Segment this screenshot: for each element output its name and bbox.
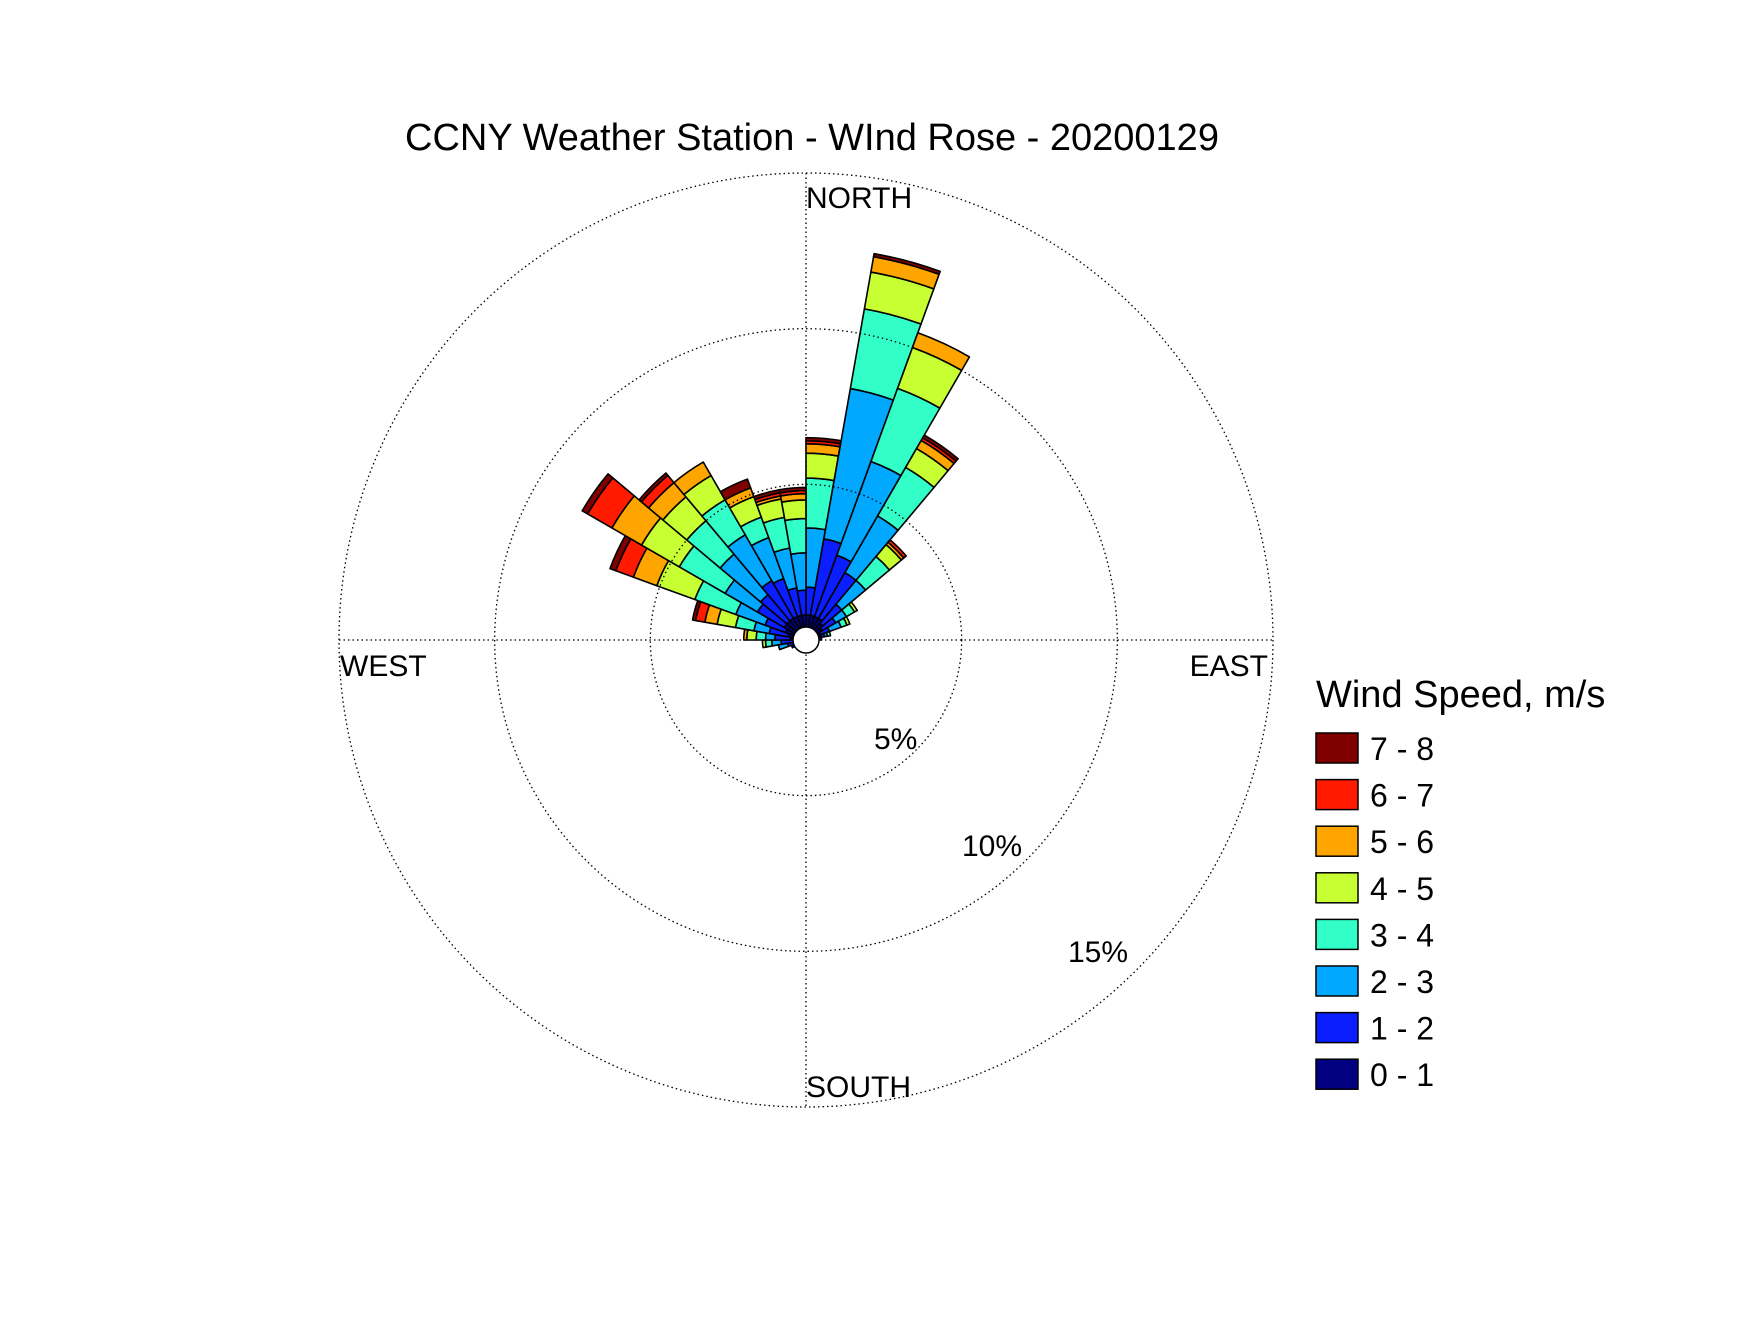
sector-segment xyxy=(842,615,851,626)
sector-segment xyxy=(581,473,614,515)
legend-swatch xyxy=(1315,965,1359,997)
legend-label: 2 - 3 xyxy=(1370,964,1434,1000)
radial-tick-label: 5% xyxy=(874,723,917,756)
sector-segment xyxy=(778,486,807,494)
legend-title: Wind Speed, m/s xyxy=(1316,674,1605,716)
legend-swatch xyxy=(1315,872,1359,904)
legend-label: 3 - 4 xyxy=(1370,917,1434,953)
sector-segment xyxy=(921,434,959,462)
sector-segment xyxy=(638,472,669,503)
legend: Wind Speed, m/s 7 - 8 6 - 7 5 - 6 4 - 5 3 - … xyxy=(1315,674,1605,1093)
label-north: NORTH xyxy=(806,182,912,215)
grid-circle xyxy=(494,328,1118,952)
sector-segment xyxy=(872,252,941,276)
sector-segment xyxy=(848,601,859,613)
legend-label: 5 - 6 xyxy=(1370,824,1434,860)
radial-tick-label: 10% xyxy=(962,830,1022,863)
sector-segment xyxy=(887,539,907,559)
sector-segment xyxy=(780,499,807,522)
sector-segment xyxy=(770,639,783,647)
label-south: SOUTH xyxy=(806,1071,911,1104)
legend-entry: 3 - 4 xyxy=(1315,917,1434,953)
legend-entry: 5 - 6 xyxy=(1315,824,1434,860)
sector-segment xyxy=(761,639,767,649)
legend-swatch xyxy=(1315,732,1359,764)
sector-segment xyxy=(805,452,840,482)
sector-segment xyxy=(742,628,749,641)
legend-label: 7 - 8 xyxy=(1370,731,1434,767)
grid-circle xyxy=(649,483,963,797)
radial-tick-label: 15% xyxy=(1068,936,1128,969)
direction-sector xyxy=(805,332,971,641)
legend-items: 7 - 8 6 - 7 5 - 6 4 - 5 3 - 4 2 - 3 1 - 2 0 - 1 xyxy=(1315,731,1434,1093)
legend-swatch xyxy=(1315,1011,1359,1044)
direction-sector xyxy=(805,434,959,641)
center-hub xyxy=(792,626,820,654)
direction-sector xyxy=(805,539,907,641)
legend-label: 0 - 1 xyxy=(1370,1057,1434,1093)
legend-swatch xyxy=(1315,825,1359,857)
legend-label: 4 - 5 xyxy=(1370,871,1434,907)
sector-segment xyxy=(719,478,752,501)
legend-entry: 1 - 2 xyxy=(1315,1011,1434,1047)
polar-grid xyxy=(338,172,1274,1108)
legend-entry: 7 - 8 xyxy=(1315,731,1434,767)
label-west: WEST xyxy=(340,650,427,683)
sector-segment xyxy=(673,461,712,496)
legend-swatch xyxy=(1315,1058,1359,1090)
sectors-layer xyxy=(581,252,971,651)
direction-sector xyxy=(673,461,807,641)
label-east: EAST xyxy=(1190,650,1268,683)
legend-label: 6 - 7 xyxy=(1370,778,1434,814)
chart-title: CCNY Weather Station - WInd Rose - 20200… xyxy=(405,117,1219,159)
legend-entry: 6 - 7 xyxy=(1315,778,1434,814)
grid-circle xyxy=(338,172,1274,1108)
sector-segment xyxy=(825,630,832,638)
legend-entry: 4 - 5 xyxy=(1315,871,1434,907)
legend-label: 1 - 2 xyxy=(1370,1011,1434,1047)
legend-swatch xyxy=(1315,778,1359,811)
direction-sector xyxy=(581,473,807,641)
legend-entry: 0 - 1 xyxy=(1315,1057,1434,1093)
legend-swatch xyxy=(1315,918,1359,951)
legend-entry: 2 - 3 xyxy=(1315,964,1434,1000)
direction-sector xyxy=(778,486,807,641)
